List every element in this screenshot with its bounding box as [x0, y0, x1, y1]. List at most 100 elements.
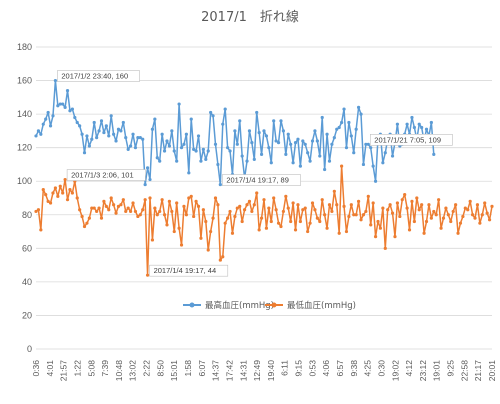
data-point	[356, 105, 361, 109]
data-point	[296, 137, 300, 141]
data-point	[293, 228, 298, 232]
data-point	[218, 258, 222, 262]
data-point	[327, 159, 332, 163]
data-point	[177, 102, 181, 106]
data-point	[172, 229, 176, 234]
data-point	[381, 206, 385, 210]
data-point	[286, 206, 290, 210]
x-tick-label: 13:02	[128, 360, 138, 382]
data-point	[359, 218, 363, 222]
data-point	[369, 223, 373, 227]
data-point	[449, 219, 453, 224]
x-tick-label: 1:58	[183, 360, 193, 377]
data-point	[99, 216, 104, 220]
data-point	[349, 134, 353, 138]
data-point	[429, 216, 433, 220]
data-point	[218, 182, 222, 187]
x-tick-label: 23:12	[418, 360, 428, 382]
data-point	[53, 186, 58, 190]
data-point	[415, 196, 419, 200]
x-tick-label: 6:07	[197, 360, 207, 377]
data-point	[247, 199, 252, 203]
data-point	[274, 139, 278, 143]
data-point	[262, 198, 266, 202]
data-point	[361, 162, 366, 167]
data-point	[306, 229, 310, 234]
data-point	[407, 228, 412, 232]
data-point	[376, 219, 380, 224]
data-point	[46, 199, 50, 203]
data-point	[262, 129, 266, 133]
data-point	[179, 243, 184, 247]
data-point	[259, 216, 264, 220]
data-point	[342, 107, 346, 111]
data-point	[434, 213, 438, 217]
data-point	[289, 142, 293, 146]
data-point	[424, 127, 429, 131]
data-point	[364, 142, 368, 146]
legend-marker-icon	[271, 302, 277, 308]
data-point	[325, 132, 329, 136]
data-point	[133, 146, 138, 150]
data-point	[131, 132, 135, 136]
data-point	[257, 130, 261, 135]
x-tick-label: 9:25	[446, 360, 456, 377]
data-point	[342, 204, 346, 208]
data-point	[226, 146, 230, 150]
data-point	[136, 136, 140, 140]
data-point	[128, 144, 133, 148]
y-tick-label: 80	[22, 210, 32, 220]
data-point	[133, 209, 138, 214]
data-point	[281, 129, 286, 133]
data-point	[320, 115, 324, 120]
data-point	[73, 115, 77, 120]
data-point	[352, 151, 356, 155]
data-point	[126, 147, 130, 151]
data-point	[85, 221, 89, 225]
data-point	[281, 209, 286, 214]
data-point	[330, 142, 334, 146]
data-point	[184, 132, 188, 136]
chart-title: 2017/1 折れ線	[201, 9, 299, 25]
data-point	[150, 127, 155, 131]
data-point	[39, 228, 43, 232]
data-point	[121, 198, 125, 202]
data-point	[141, 137, 145, 141]
data-point	[155, 156, 159, 160]
data-point	[53, 78, 58, 83]
data-point	[313, 129, 317, 133]
data-point	[211, 114, 215, 118]
data-point	[70, 107, 74, 111]
data-point	[395, 122, 400, 126]
data-point	[213, 142, 218, 146]
data-point	[466, 208, 470, 212]
x-tick-label: 10:48	[114, 360, 124, 382]
data-point	[204, 219, 208, 224]
data-point	[344, 229, 349, 234]
data-point	[184, 213, 188, 217]
data-point	[44, 117, 48, 121]
data-point	[189, 194, 193, 198]
data-point	[366, 194, 370, 198]
data-point	[160, 198, 164, 202]
data-callout: 2017/1/4 19:17, 44	[149, 264, 229, 277]
y-tick-label: 180	[17, 42, 32, 52]
data-point	[155, 213, 159, 217]
y-tick-label: 140	[17, 109, 32, 119]
data-point	[235, 142, 239, 146]
data-point	[424, 219, 429, 224]
data-point	[267, 146, 271, 150]
data-point	[102, 199, 106, 203]
data-point	[373, 179, 378, 183]
data-point	[160, 132, 164, 136]
data-point	[56, 194, 60, 198]
data-point	[332, 136, 336, 140]
data-point	[221, 255, 225, 259]
data-point	[308, 221, 312, 225]
data-point	[131, 201, 135, 205]
data-point	[189, 117, 193, 121]
x-tick-label: 5:08	[86, 360, 96, 377]
data-point	[141, 208, 145, 212]
data-point	[58, 102, 62, 106]
data-point	[44, 193, 48, 197]
